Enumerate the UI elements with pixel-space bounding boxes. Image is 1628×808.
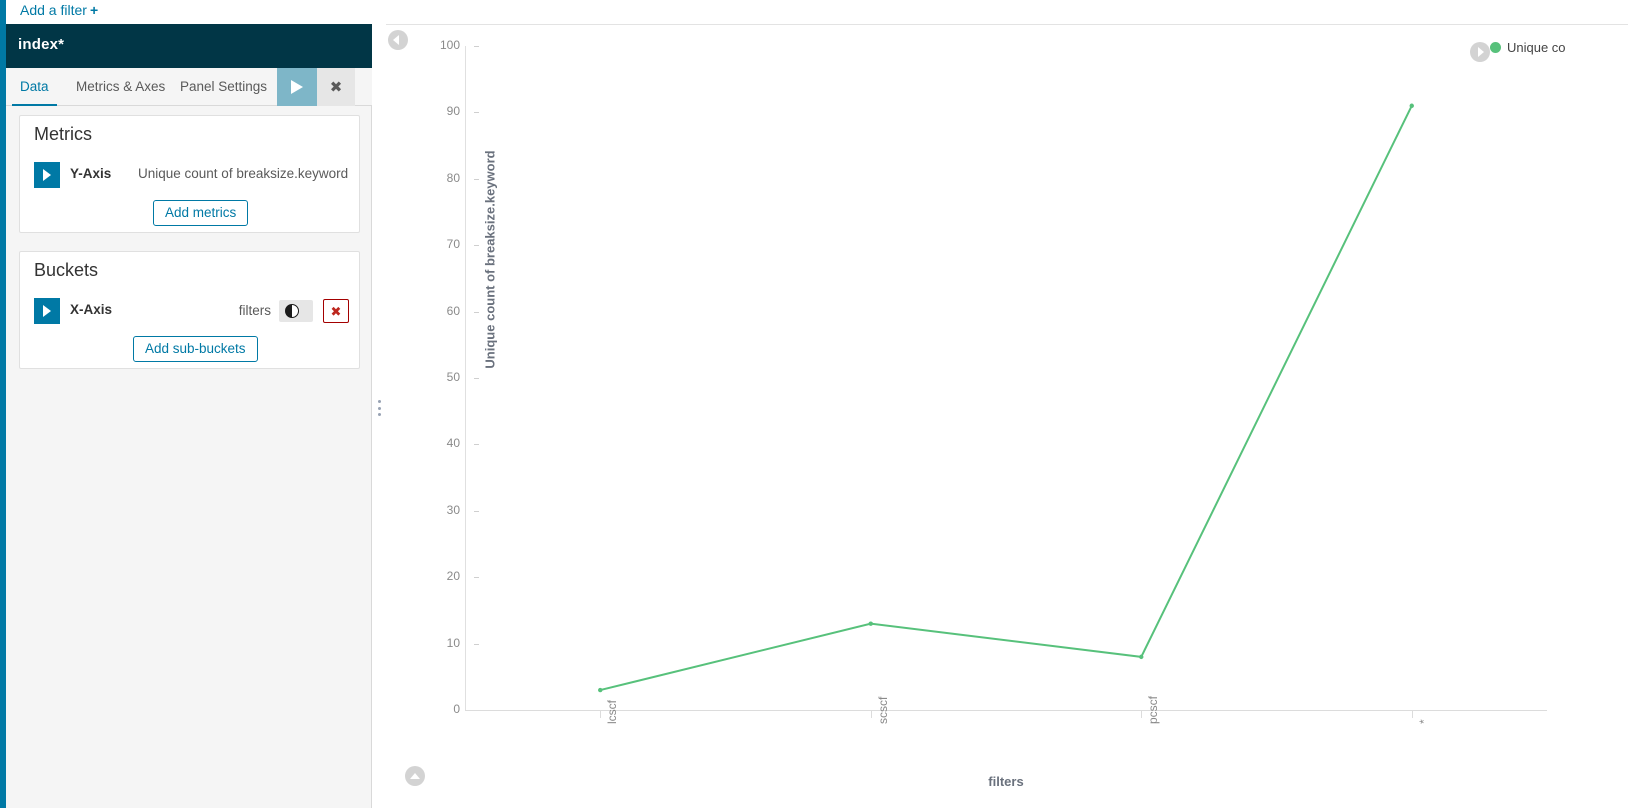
y-axis-tick-label: 90 <box>446 104 460 119</box>
y-axis-tick-label: 20 <box>446 569 460 584</box>
x-axis-agg-type: filters <box>238 303 271 318</box>
legend-color-dot-icon <box>1490 42 1501 53</box>
y-axis-label: Y-Axis <box>70 166 112 181</box>
y-axis-tick-mark <box>474 245 479 247</box>
toggle-knob-icon <box>285 304 299 318</box>
metrics-agg-row: Y-Axis Unique count of breaksize.keyword <box>34 162 349 188</box>
add-sub-buckets-button[interactable]: Add sub-buckets <box>133 336 258 362</box>
metrics-heading: Metrics <box>34 124 92 144</box>
x-axis-label: X-Axis <box>70 302 113 317</box>
y-axis-value: Unique count of breaksize.keyword <box>138 166 349 181</box>
x-axis-tick-label: lcscf <box>605 700 620 724</box>
data-point-marker[interactable] <box>598 687 603 693</box>
y-axis-ticks: 0 10 20 30 40 50 60 70 80 90 100 <box>400 24 479 808</box>
x-axis-enable-toggle[interactable] <box>279 300 313 322</box>
tab-panel-settings[interactable]: Panel Settings <box>180 79 268 94</box>
y-axis-tick-mark <box>474 311 479 313</box>
filter-bar-accent <box>0 0 6 24</box>
data-point-marker[interactable] <box>868 621 873 626</box>
y-axis-tick-label: 80 <box>446 170 460 185</box>
apply-changes-button[interactable] <box>277 68 317 106</box>
play-icon <box>291 80 303 94</box>
tab-data[interactable]: Data <box>12 68 57 106</box>
y-axis-tick-label: 100 <box>439 38 460 52</box>
y-axis-line <box>465 46 466 710</box>
add-filter-link[interactable]: Add a filter + <box>20 0 98 20</box>
x-axis-line <box>465 710 1547 711</box>
vis-top-divider <box>386 24 1628 25</box>
y-axis-tick-label: 30 <box>446 502 460 517</box>
handle-dot-icon <box>377 400 381 403</box>
x-axis-tick-mark <box>1141 711 1143 718</box>
filter-bar: Add a filter + <box>0 0 1628 24</box>
y-axis-tick-mark <box>474 510 479 512</box>
x-axis-tick-label: scscf <box>875 696 890 724</box>
y-axis-tick-mark <box>474 577 479 579</box>
x-axis-tick-label: pcscf <box>1146 695 1161 724</box>
tab-metrics-and-axes[interactable]: Metrics & Axes <box>76 79 166 94</box>
metrics-card: Metrics Y-Axis Unique count of breaksize… <box>19 115 360 233</box>
x-axis-title: filters <box>988 774 1024 789</box>
chart-legend[interactable]: Unique co <box>1490 40 1566 55</box>
index-pattern-title: index* <box>18 36 65 53</box>
collapse-bottom-button[interactable] <box>405 766 425 786</box>
x-axis-tick-label: * <box>1416 719 1431 724</box>
collapse-editor-button[interactable] <box>388 30 408 50</box>
handle-dot-icon <box>377 413 381 416</box>
x-axis-tick-mark <box>600 711 602 718</box>
add-filter-label: Add a filter <box>20 2 87 18</box>
handle-dot-icon <box>377 406 381 410</box>
x-axis-expand-button[interactable] <box>34 298 60 324</box>
buckets-card: Buckets X-Axis filters ✖ Add sub-buckets <box>19 251 360 369</box>
y-axis-tick-label: 0 <box>453 702 460 716</box>
x-axis-tick-mark <box>1411 711 1413 718</box>
panel-resize-handle[interactable] <box>374 398 384 418</box>
editor-header: index* <box>6 24 372 68</box>
y-axis-tick-label: 50 <box>446 370 460 384</box>
chevron-right-icon <box>43 169 51 181</box>
chevron-right-icon <box>43 305 51 317</box>
y-axis-tick-mark <box>474 112 479 114</box>
line-chart-svg <box>598 103 1414 693</box>
x-axis-remove-button[interactable]: ✖ <box>323 299 349 323</box>
discard-changes-button[interactable]: ✖ <box>317 68 355 106</box>
y-axis-tick-label: 40 <box>446 436 460 451</box>
collapse-legend-button[interactable] <box>1470 42 1490 62</box>
y-axis-tick-mark <box>474 643 479 645</box>
y-axis-tick-mark <box>474 378 479 379</box>
data-point-marker[interactable] <box>1409 103 1414 108</box>
y-axis-tick-label: 60 <box>446 303 460 318</box>
y-axis-tick-label: 10 <box>446 635 460 650</box>
y-axis-tick-mark <box>474 46 479 47</box>
visualization-area: Unique co 0 10 20 30 40 50 60 70 80 90 100 Unique … <box>386 24 1628 808</box>
y-axis-tick-label: 70 <box>446 237 460 252</box>
buckets-agg-row: X-Axis filters ✖ <box>34 298 349 324</box>
editor-accent-bar <box>0 24 6 808</box>
y-axis-tick-mark <box>474 444 479 446</box>
legend-item-label: Unique co <box>1507 40 1566 55</box>
x-axis-tick-mark <box>870 711 872 718</box>
add-metrics-button[interactable]: Add metrics <box>153 200 249 226</box>
y-axis-tick-mark <box>474 178 479 180</box>
plus-icon: + <box>89 2 99 18</box>
plot-area: lcscf scscf pcscf * filters <box>465 46 1547 789</box>
buckets-heading: Buckets <box>34 260 99 280</box>
series-line <box>600 105 1413 692</box>
y-axis-expand-button[interactable] <box>34 162 60 188</box>
visualization-editor-panel: index* Data Metrics & Axes Panel Setting… <box>0 24 372 808</box>
data-point-marker[interactable] <box>1139 654 1144 660</box>
